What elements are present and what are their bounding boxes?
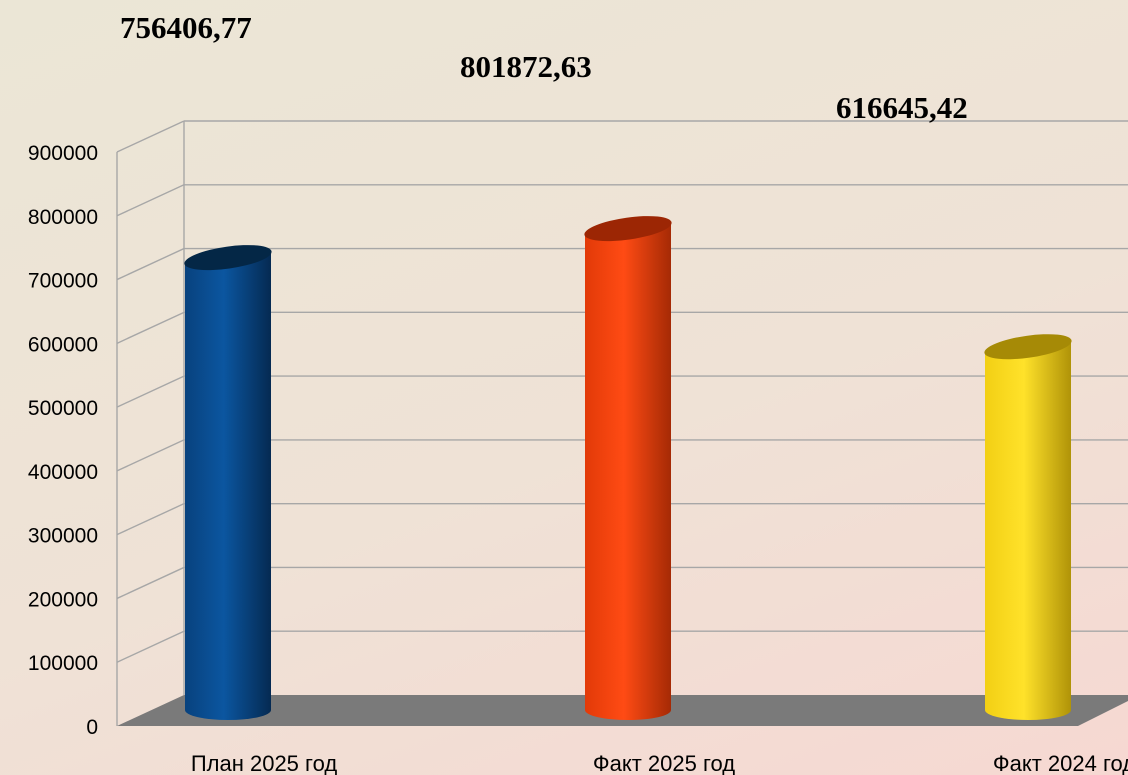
- x-tick-label: План 2025 год: [191, 751, 337, 775]
- bar-top: [584, 216, 672, 242]
- y-tick-label: 500000: [28, 397, 98, 420]
- bar: [984, 334, 1072, 720]
- data-labels: 756406,77 801872,63 616645,42: [120, 10, 968, 125]
- bar-top: [184, 245, 272, 271]
- bar: [584, 216, 672, 721]
- x-axis-categories: План 2025 год Факт 2025 год Факт 2024 год: [191, 751, 1128, 775]
- y-tick-label: 700000: [28, 270, 98, 293]
- gridline-side: [116, 184, 185, 217]
- y-tick-label: 100000: [28, 652, 98, 675]
- x-tick-label: Факт 2024 год: [993, 751, 1128, 775]
- gridline-side: [116, 630, 185, 663]
- gridline-side: [116, 120, 185, 153]
- gridline-side: [116, 439, 185, 472]
- data-label: 616645,42: [836, 90, 968, 125]
- bar: [184, 245, 272, 720]
- y-tick-label: 200000: [28, 588, 98, 611]
- y-axis-ticks: 0 100000 200000 300000 400000 500000 600000 700…: [28, 142, 98, 739]
- y-tick-label: 600000: [28, 333, 98, 356]
- data-label: 756406,77: [120, 10, 252, 45]
- gridline-side: [116, 375, 185, 408]
- gridline-side: [116, 311, 185, 344]
- chart-bars: [184, 216, 1072, 721]
- y-tick-label: 0: [86, 716, 98, 739]
- data-label: 801872,63: [460, 49, 592, 84]
- bar-body: [985, 340, 1071, 720]
- y-tick-label: 300000: [28, 525, 98, 548]
- gridline-side: [116, 247, 185, 281]
- y-tick-label: 900000: [28, 142, 98, 165]
- y-tick-label: 400000: [28, 461, 98, 484]
- gridline-side: [116, 566, 185, 600]
- bar-top: [984, 334, 1072, 360]
- bar-body: [185, 251, 271, 720]
- bar-body: [585, 222, 671, 721]
- x-tick-label: Факт 2025 год: [593, 751, 735, 775]
- gridline-side: [116, 503, 185, 536]
- y-tick-label: 800000: [28, 206, 98, 229]
